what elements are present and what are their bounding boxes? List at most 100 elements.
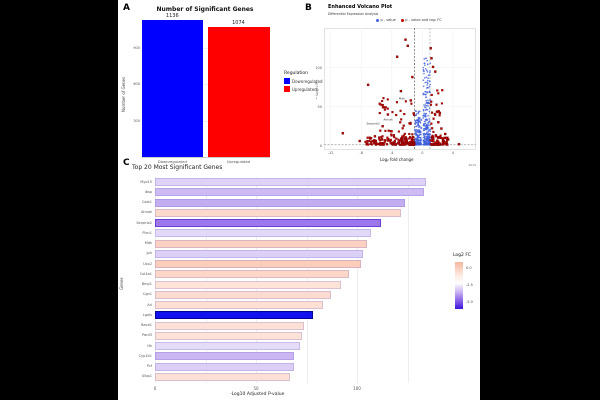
data-point <box>378 112 381 115</box>
data-point <box>426 131 429 133</box>
data-point <box>409 122 412 125</box>
data-point <box>424 68 427 70</box>
data-point <box>383 138 386 142</box>
data-point <box>420 138 423 141</box>
legend-tick-label: -2.5 <box>466 283 473 287</box>
data-point <box>425 76 428 79</box>
gridline <box>357 177 358 383</box>
data-point <box>420 131 422 133</box>
x-axis-line <box>142 156 270 157</box>
data-point <box>420 126 423 129</box>
gene-label: Serpinb2 <box>136 220 152 225</box>
pvalue-dot-icon <box>376 18 379 22</box>
gridline <box>306 177 308 383</box>
data-point <box>386 138 389 141</box>
data-point <box>381 135 384 138</box>
data-point <box>417 122 420 125</box>
data-point <box>422 70 425 72</box>
data-point <box>429 99 431 101</box>
highlighted-data-point <box>440 127 443 130</box>
xtick-label: 0 <box>153 386 157 391</box>
data-point <box>393 136 396 139</box>
data-point <box>392 134 395 137</box>
gene-label: Cyp1b1 <box>138 353 152 358</box>
highlighted-data-point <box>409 99 413 102</box>
data-point <box>426 84 428 86</box>
data-point <box>429 124 431 126</box>
upregulated-swatch <box>284 86 290 92</box>
data-point <box>429 134 432 136</box>
data-point <box>436 111 439 114</box>
ytick-label: 50 <box>317 104 322 109</box>
data-point <box>427 141 429 143</box>
data-point <box>435 143 438 146</box>
data-point <box>425 69 428 72</box>
data-point <box>423 139 426 142</box>
data-point <box>428 118 430 120</box>
gene-label: Cgn1 <box>142 292 152 297</box>
panel-c-letter: C <box>123 158 130 168</box>
data-point <box>420 133 422 136</box>
data-point <box>374 139 377 142</box>
data-point <box>423 72 425 75</box>
data-point <box>408 132 411 136</box>
data-point <box>394 142 397 146</box>
highlighted-data-point <box>437 121 440 124</box>
data-point <box>401 139 404 142</box>
data-point <box>438 114 441 117</box>
data-point <box>439 134 442 137</box>
data-point <box>403 138 407 141</box>
data-point <box>431 111 434 114</box>
data-point <box>425 104 428 107</box>
highlighted-data-point <box>341 132 345 135</box>
bar-value-label: 1136 <box>165 12 179 19</box>
data-point <box>428 91 431 93</box>
data-point <box>393 139 396 142</box>
data-point <box>419 110 421 113</box>
data-point <box>382 143 385 146</box>
data-point <box>415 110 417 112</box>
data-point <box>422 123 425 125</box>
data-point <box>402 124 405 127</box>
data-point <box>387 129 390 132</box>
highlighted-data-point <box>457 142 461 146</box>
data-point <box>390 133 393 136</box>
data-point <box>370 140 373 143</box>
data-point <box>415 138 418 141</box>
gene-label: Hk <box>147 343 152 348</box>
data-point <box>412 112 415 115</box>
data-point <box>417 118 419 121</box>
xtick-label: 100 <box>353 386 361 391</box>
highlighted-data-point <box>431 65 435 69</box>
highlighted-data-point <box>381 125 384 128</box>
data-point <box>431 127 434 130</box>
data-point <box>440 137 443 140</box>
data-point <box>418 131 421 134</box>
data-point <box>428 85 431 88</box>
data-point <box>386 107 389 110</box>
data-point <box>414 120 416 122</box>
data-point <box>434 113 437 117</box>
data-point <box>419 136 422 139</box>
data-point <box>422 68 425 71</box>
data-point <box>411 143 415 146</box>
gene-label: Ucp2 <box>143 261 152 266</box>
xtick-label: 4 <box>451 151 454 155</box>
data-point <box>427 131 430 133</box>
data-point <box>442 143 445 146</box>
highlighted-data-point <box>411 75 414 79</box>
data-point <box>395 101 399 104</box>
data-point <box>389 142 392 145</box>
bar-value-label: 1074 <box>232 20 245 27</box>
data-point <box>424 124 427 127</box>
data-point <box>423 104 425 106</box>
data-point <box>432 139 435 142</box>
data-point <box>426 143 429 146</box>
upregulated-label: Upregulated <box>292 86 317 92</box>
panel-a-legend-title: Regulation <box>284 71 309 76</box>
data-point <box>426 63 429 65</box>
data-point <box>427 139 429 141</box>
data-point <box>423 120 426 123</box>
data-point <box>369 142 372 146</box>
